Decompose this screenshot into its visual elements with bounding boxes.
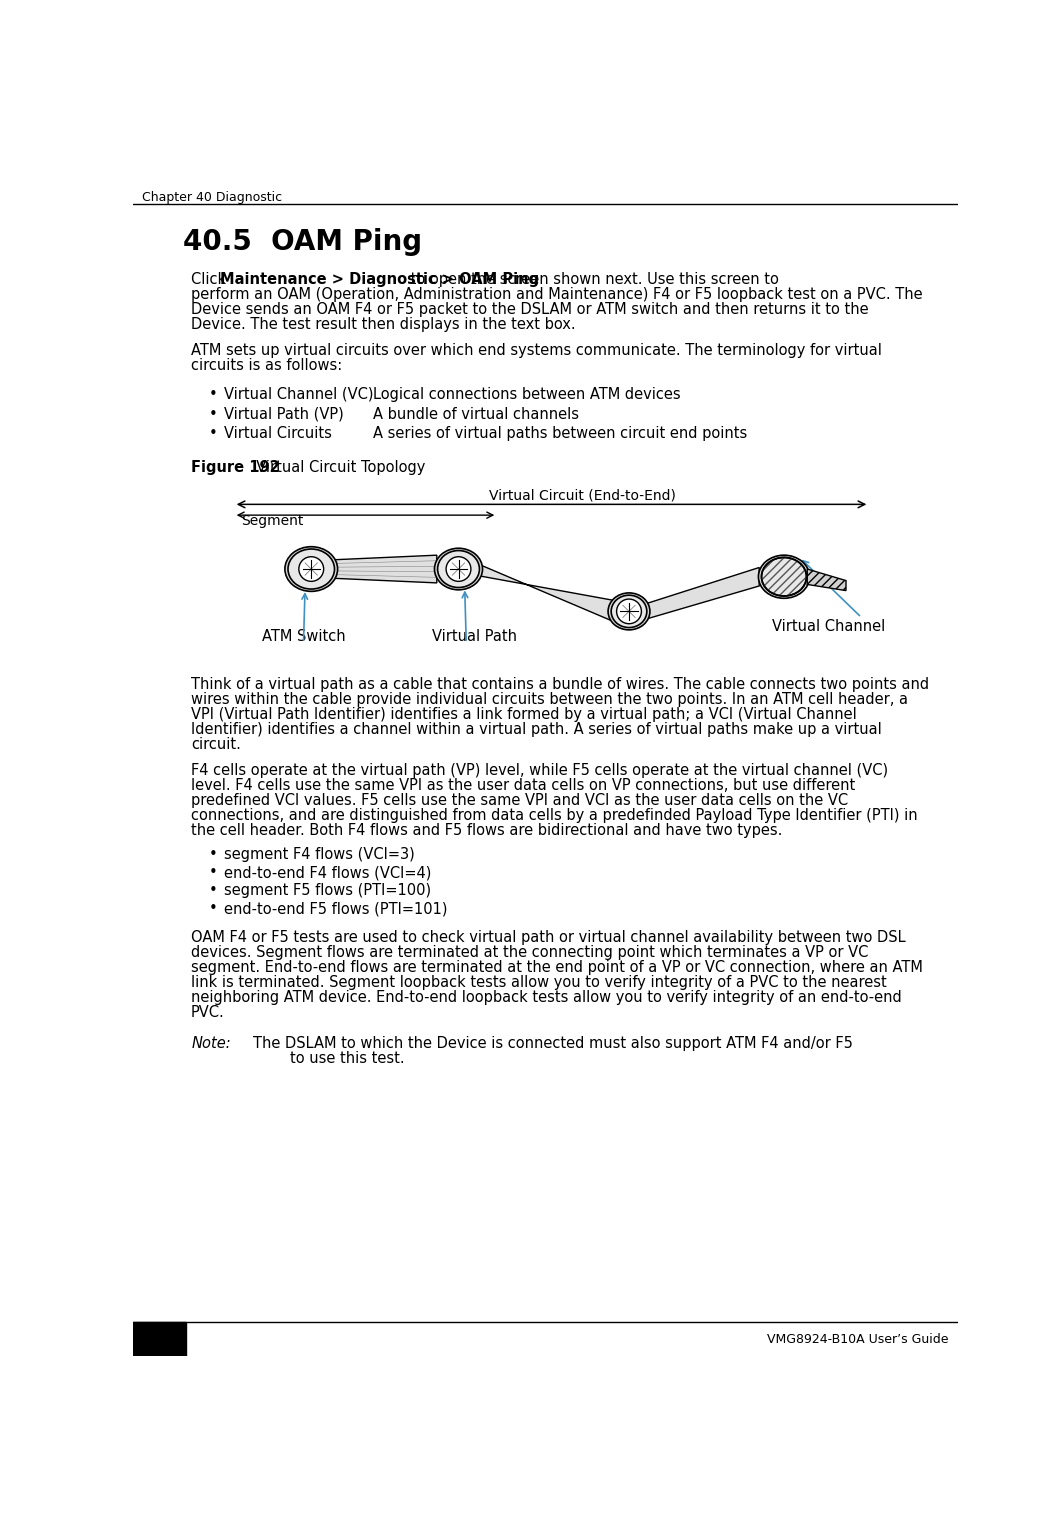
- Polygon shape: [808, 568, 846, 591]
- Text: The DSLAM to which the Device is connected must also support ATM F4 and/or F5: The DSLAM to which the Device is connect…: [253, 1036, 853, 1050]
- Ellipse shape: [608, 593, 650, 629]
- Text: •: •: [209, 407, 218, 422]
- Circle shape: [299, 556, 323, 581]
- Text: end-to-end F5 flows (PTI=101): end-to-end F5 flows (PTI=101): [225, 901, 448, 916]
- Text: ATM Switch: ATM Switch: [262, 629, 346, 645]
- Text: Maintenance > Diagnostic > OAM Ping: Maintenance > Diagnostic > OAM Ping: [220, 273, 539, 287]
- Text: VMG8924-B10A User’s Guide: VMG8924-B10A User’s Guide: [767, 1334, 948, 1346]
- Text: A bundle of virtual channels: A bundle of virtual channels: [373, 407, 579, 422]
- Text: the cell header. Both F4 flows and F5 flows are bidirectional and have two types: the cell header. Both F4 flows and F5 fl…: [192, 823, 782, 838]
- Text: Think of a virtual path as a cable that contains a bundle of wires. The cable co: Think of a virtual path as a cable that …: [192, 677, 929, 692]
- Text: 318: 318: [140, 1330, 178, 1349]
- Text: OAM F4 or F5 tests are used to check virtual path or virtual channel availabilit: OAM F4 or F5 tests are used to check vir…: [192, 930, 905, 945]
- Text: Device. The test result then displays in the text box.: Device. The test result then displays in…: [192, 317, 576, 332]
- Text: VPI (Virtual Path Identifier) identifies a link formed by a virtual path; a VCI : VPI (Virtual Path Identifier) identifies…: [192, 707, 857, 722]
- Text: neighboring ATM device. End-to-end loopback tests allow you to verify integrity : neighboring ATM device. End-to-end loopb…: [192, 991, 902, 1006]
- Text: Virtual Path: Virtual Path: [432, 629, 516, 645]
- Text: wires within the cable provide individual circuits between the two points. In an: wires within the cable provide individua…: [192, 692, 909, 707]
- Text: A series of virtual paths between circuit end points: A series of virtual paths between circui…: [373, 427, 748, 442]
- Text: ATM sets up virtual circuits over which end systems communicate. The terminology: ATM sets up virtual circuits over which …: [192, 343, 882, 358]
- Circle shape: [446, 556, 471, 581]
- Text: segment F5 flows (PTI=100): segment F5 flows (PTI=100): [225, 884, 432, 898]
- Text: Virtual Channel: Virtual Channel: [771, 619, 885, 634]
- Text: 40.5  OAM Ping: 40.5 OAM Ping: [183, 227, 422, 256]
- Text: PVC.: PVC.: [192, 1006, 225, 1020]
- Text: Virtual Circuit Topology: Virtual Circuit Topology: [247, 460, 426, 474]
- Text: level. F4 cells use the same VPI as the user data cells on VP connections, but u: level. F4 cells use the same VPI as the …: [192, 777, 855, 792]
- Text: Virtual Circuit (End-to-End): Virtual Circuit (End-to-End): [489, 489, 676, 503]
- Text: Segment: Segment: [242, 514, 304, 527]
- Text: F4 cells operate at the virtual path (VP) level, while F5 cells operate at the v: F4 cells operate at the virtual path (VP…: [192, 762, 888, 777]
- Text: Logical connections between ATM devices: Logical connections between ATM devices: [373, 387, 681, 402]
- Ellipse shape: [437, 550, 480, 588]
- Ellipse shape: [285, 547, 337, 591]
- Ellipse shape: [611, 596, 647, 628]
- Text: Figure 192: Figure 192: [192, 460, 280, 474]
- Circle shape: [617, 599, 642, 623]
- Polygon shape: [476, 562, 615, 622]
- Ellipse shape: [434, 549, 483, 590]
- Polygon shape: [646, 567, 760, 619]
- Text: Virtual Channel (VC): Virtual Channel (VC): [225, 387, 373, 402]
- Text: Chapter 40 Diagnostic: Chapter 40 Diagnostic: [143, 190, 282, 204]
- Ellipse shape: [759, 555, 810, 599]
- Text: circuits is as follows:: circuits is as follows:: [192, 358, 343, 373]
- Text: Virtual Path (VP): Virtual Path (VP): [225, 407, 344, 422]
- Text: segment. End-to-end flows are terminated at the end point of a VP or VC connecti: segment. End-to-end flows are terminated…: [192, 960, 922, 975]
- Text: segment F4 flows (VCI=3): segment F4 flows (VCI=3): [225, 847, 415, 863]
- Text: •: •: [209, 387, 218, 402]
- Text: circuit.: circuit.: [192, 738, 242, 751]
- Text: Device sends an OAM F4 or F5 packet to the DSLAM or ATM switch and then returns : Device sends an OAM F4 or F5 packet to t…: [192, 302, 868, 317]
- Text: end-to-end F4 flows (VCI=4): end-to-end F4 flows (VCI=4): [225, 866, 432, 879]
- Text: •: •: [209, 427, 218, 442]
- Polygon shape: [333, 555, 437, 582]
- Text: Note:: Note:: [192, 1036, 231, 1050]
- Text: predefined VCI values. F5 cells use the same VPI and VCI as the user data cells : predefined VCI values. F5 cells use the …: [192, 792, 848, 808]
- Ellipse shape: [762, 558, 807, 596]
- Text: •: •: [209, 866, 218, 879]
- Text: link is terminated. Segment loopback tests allow you to verify integrity of a PV: link is terminated. Segment loopback tes…: [192, 975, 887, 991]
- Text: devices. Segment flows are terminated at the connecting point which terminates a: devices. Segment flows are terminated at…: [192, 945, 868, 960]
- Text: perform an OAM (Operation, Administration and Maintenance) F4 or F5 loopback tes: perform an OAM (Operation, Administratio…: [192, 287, 922, 302]
- Bar: [133, 1323, 186, 1356]
- Text: •: •: [209, 901, 218, 916]
- Text: to use this test.: to use this test.: [253, 1050, 404, 1065]
- Text: to open the screen shown next. Use this screen to: to open the screen shown next. Use this …: [405, 273, 779, 287]
- Text: •: •: [209, 884, 218, 898]
- Text: Identifier) identifies a channel within a virtual path. A series of virtual path: Identifier) identifies a channel within …: [192, 722, 882, 738]
- Text: •: •: [209, 847, 218, 863]
- Text: Click: Click: [192, 273, 231, 287]
- Text: Virtual Circuits: Virtual Circuits: [225, 427, 332, 442]
- Ellipse shape: [288, 549, 334, 590]
- Text: connections, and are distinguished from data cells by a predefinded Payload Type: connections, and are distinguished from …: [192, 808, 918, 823]
- Bar: [211, 477, 893, 661]
